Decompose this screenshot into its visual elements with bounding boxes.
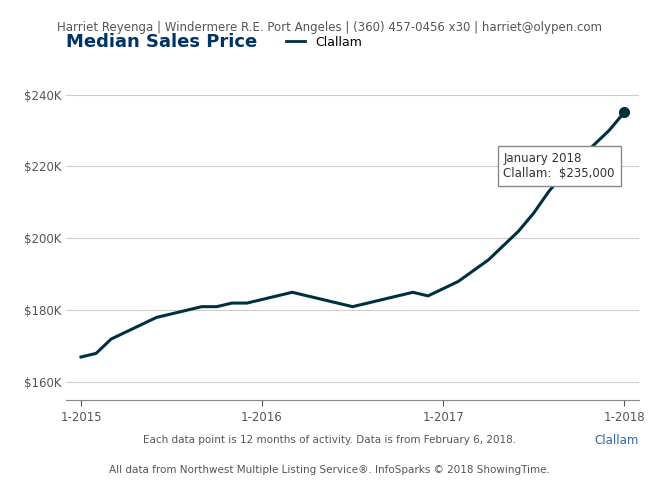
Text: Median Sales Price: Median Sales Price	[66, 34, 257, 51]
Text: Harriet Reyenga | Windermere R.E. Port Angeles | (360) 457-0456 x30 | harriet@ol: Harriet Reyenga | Windermere R.E. Port A…	[57, 21, 602, 34]
Legend: Clallam: Clallam	[281, 31, 366, 54]
Text: Clallam: Clallam	[595, 434, 639, 447]
Text: Each data point is 12 months of activity. Data is from February 6, 2018.: Each data point is 12 months of activity…	[143, 435, 516, 446]
Text: All data from Northwest Multiple Listing Service®. InfoSparks © 2018 ShowingTime: All data from Northwest Multiple Listing…	[109, 465, 550, 475]
Text: January 2018
Clallam:  $235,000: January 2018 Clallam: $235,000	[503, 152, 615, 180]
